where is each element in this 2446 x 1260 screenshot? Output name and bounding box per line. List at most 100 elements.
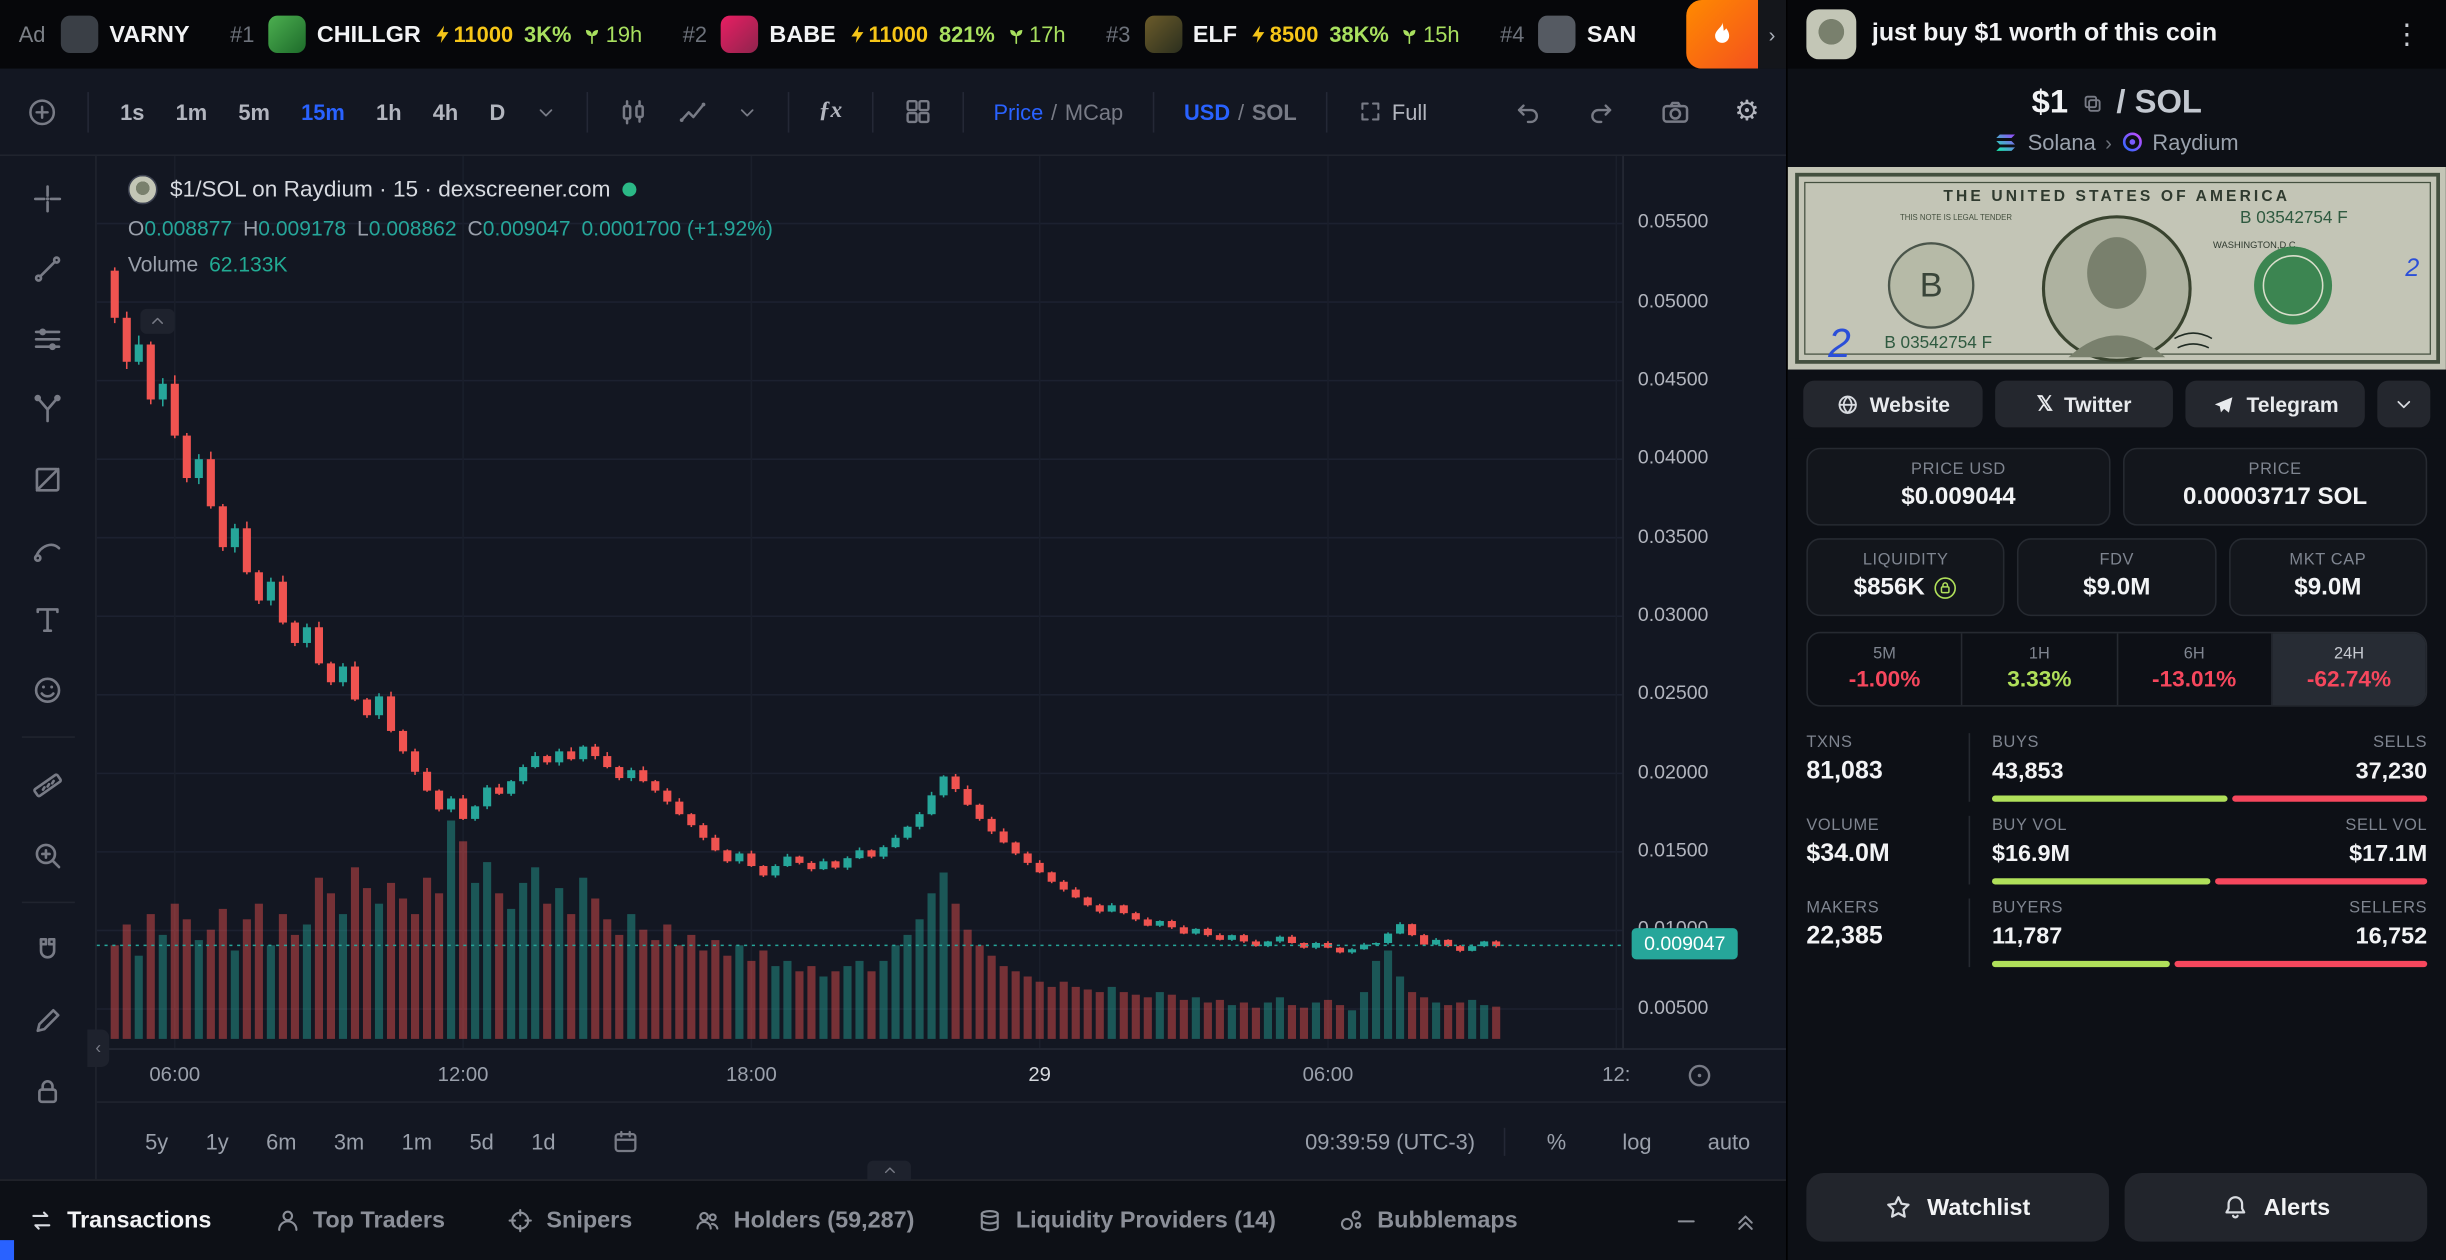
pattern-tool[interactable] — [19, 455, 75, 502]
fullscreen-button[interactable]: Full — [1347, 90, 1438, 132]
log-scale-button[interactable]: log — [1622, 1128, 1652, 1154]
tab-holders[interactable]: Holders (59,287) — [695, 1207, 914, 1234]
brush-tool[interactable] — [19, 526, 75, 573]
pair-block: $1 / SOL Solana › Raydium — [1788, 69, 2446, 167]
telegram-button[interactable]: Telegram — [2185, 380, 2365, 428]
range-5y[interactable]: 5y — [145, 1128, 169, 1154]
change-5m[interactable]: 5M -1.00% — [1808, 633, 1963, 706]
range-1m[interactable]: 1m — [401, 1128, 433, 1154]
tab-top-traders[interactable]: Top Traders — [274, 1207, 445, 1234]
copy-icon[interactable] — [2081, 91, 2104, 114]
ad-token-name: VARNY — [109, 21, 190, 48]
chart-style-button[interactable] — [607, 88, 660, 135]
token-panel: just buy $1 worth of this coin ⋮ $1 / SO… — [1786, 0, 2446, 1260]
indicators-button[interactable]: ƒx — [808, 90, 853, 132]
redo-button[interactable] — [1575, 89, 1626, 134]
price-tick: 0.02500 — [1637, 682, 1709, 705]
timeframe-1d[interactable]: D — [489, 99, 506, 125]
timeframe-menu-button[interactable] — [524, 93, 568, 130]
range-1d[interactable]: 1d — [531, 1128, 556, 1154]
trending-token-1[interactable]: #1 CHILLGR 11000 3K% 19h — [230, 15, 642, 54]
line-style-button[interactable] — [666, 88, 719, 135]
price-toggle-label: Price — [993, 99, 1044, 125]
panel-menu-button[interactable]: ⋮ — [2392, 17, 2421, 50]
style-menu-button[interactable] — [725, 93, 769, 130]
timeframe-4h[interactable]: 4h — [432, 99, 459, 125]
crosshair-tool[interactable] — [19, 175, 75, 222]
range-6m[interactable]: 6m — [266, 1128, 297, 1154]
undo-button[interactable] — [1502, 89, 1553, 134]
trending-token-4[interactable]: #4 SAN — [1500, 15, 1636, 54]
tab-snipers[interactable]: Snipers — [507, 1207, 632, 1234]
lock-all-tool[interactable] — [19, 1067, 75, 1114]
minimize-panel-button[interactable] — [1674, 1208, 1699, 1233]
chain-name[interactable]: Solana — [2027, 129, 2096, 155]
axis-settings-icon[interactable] — [1685, 1061, 1715, 1091]
change-6h[interactable]: 6H -13.01% — [2118, 633, 2273, 706]
twitter-button[interactable]: 𝕏 Twitter — [1994, 380, 2174, 428]
zoom-tool[interactable] — [19, 831, 75, 878]
trending-next-button[interactable]: › — [1758, 0, 1787, 69]
timeframe-1s[interactable]: 1s — [120, 99, 145, 125]
magnet-tool[interactable] — [19, 927, 75, 974]
range-3m[interactable]: 3m — [333, 1128, 365, 1154]
trending-token-3[interactable]: #3 ELF 8500 38K% 15h — [1106, 15, 1460, 54]
auto-scale-button[interactable]: auto — [1707, 1128, 1751, 1154]
edit-tool[interactable] — [19, 997, 75, 1044]
symbol-search-button[interactable] — [16, 88, 69, 135]
trending-token-2[interactable]: #2 BABE 11000 821% 17h — [683, 15, 1066, 54]
tab-liquidity-providers[interactable]: Liquidity Providers (14) — [977, 1207, 1276, 1234]
alerts-button[interactable]: Alerts — [2124, 1173, 2428, 1242]
snapshot-button[interactable] — [1649, 88, 1702, 135]
ad-token[interactable]: VARNY — [61, 15, 190, 54]
sellers-value: 16,752 — [2355, 923, 2428, 950]
ad-label: Ad — [18, 21, 46, 47]
parallel-lines-icon — [34, 327, 61, 350]
text-tool[interactable] — [19, 596, 75, 643]
emoji-tool[interactable] — [19, 666, 75, 713]
fdv-cell: FDV $9.0M — [2017, 538, 2217, 617]
trendline-tool[interactable] — [19, 245, 75, 292]
clock[interactable]: 09:39:59 (UTC-3) — [1305, 1128, 1476, 1154]
token-avatar — [268, 15, 306, 54]
website-button[interactable]: Website — [1803, 380, 1983, 428]
ruler-tool[interactable] — [19, 761, 75, 808]
watchlist-button[interactable]: Watchlist — [1806, 1173, 2109, 1242]
change-1h[interactable]: 1H 3.33% — [1963, 633, 2118, 706]
price-axis[interactable]: 0.005000.010000.015000.020000.025000.030… — [1622, 155, 1786, 1049]
chevron-down-icon — [2397, 400, 2411, 409]
plus-circle-icon — [29, 98, 56, 125]
chevron-up-icon — [884, 1167, 895, 1174]
timeframe-1m[interactable]: 1m — [175, 99, 208, 125]
legend-collapse-button[interactable] — [140, 308, 175, 334]
price-mcap-toggle[interactable]: Price / MCap — [993, 99, 1124, 125]
token-avatar — [1538, 15, 1576, 54]
usd-sol-toggle[interactable]: USD / SOL — [1184, 99, 1297, 125]
change-24h[interactable]: 24H -62.74% — [2272, 633, 2426, 706]
time-axis[interactable]: 06:00 12:00 18:00 29 06:00 12: — [96, 1048, 1787, 1101]
timeframe-5m[interactable]: 5m — [238, 99, 270, 125]
range-5d[interactable]: 5d — [469, 1128, 494, 1154]
dex-name[interactable]: Raydium — [2152, 129, 2239, 155]
tab-bubblemaps[interactable]: Bubblemaps — [1338, 1207, 1518, 1234]
pitchfork-tool[interactable] — [19, 385, 75, 432]
goto-date-button[interactable] — [601, 1119, 651, 1163]
tab-transactions[interactable]: Transactions — [28, 1207, 211, 1234]
parallel-lines-tool[interactable] — [19, 315, 75, 362]
buys-value: 43,853 — [1991, 758, 2064, 785]
timeframe-15m[interactable]: 15m — [301, 99, 345, 125]
layout-grid-button[interactable] — [892, 89, 943, 134]
mktcap-cell: MKT CAP $9.0M — [2228, 538, 2428, 617]
trending-fire-button[interactable] — [1686, 0, 1759, 69]
candlestick-chart[interactable] — [96, 155, 1623, 1049]
buys-sells-bar — [1991, 795, 2428, 802]
range-1y[interactable]: 1y — [205, 1128, 229, 1154]
pane-collapse-button[interactable]: ‹ — [87, 1029, 110, 1067]
percent-scale-button[interactable]: % — [1546, 1128, 1567, 1154]
panel-resize-handle[interactable] — [867, 1160, 911, 1181]
chart-settings-button[interactable]: ⚙ — [1723, 87, 1770, 135]
solana-icon — [1996, 133, 2015, 151]
timeframe-1h[interactable]: 1h — [376, 99, 402, 125]
expand-panel-button[interactable] — [1733, 1208, 1758, 1233]
more-links-button[interactable] — [2377, 380, 2431, 428]
